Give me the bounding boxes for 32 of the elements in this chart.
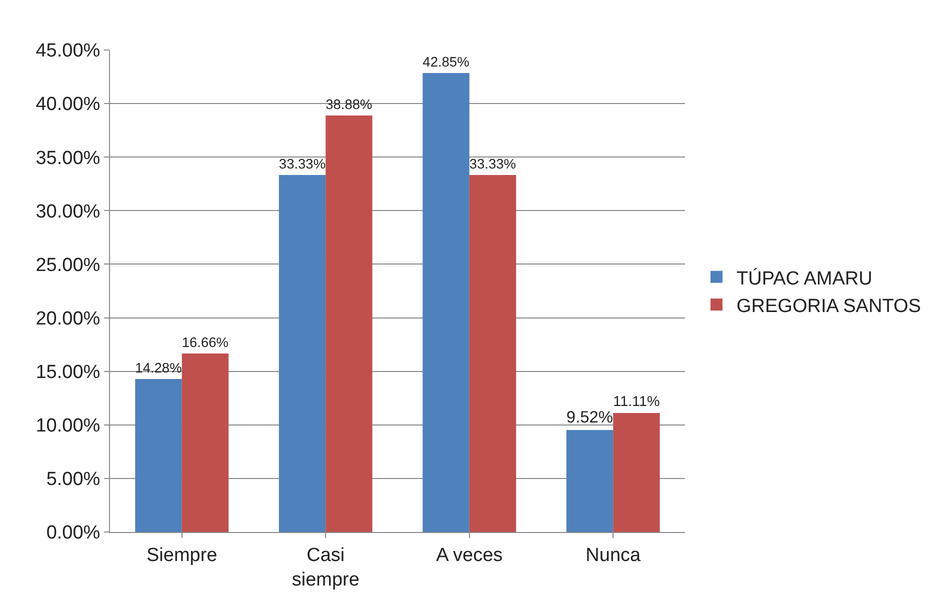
bar bbox=[422, 73, 470, 532]
data-label: 9.52% bbox=[566, 408, 614, 427]
bar bbox=[326, 116, 372, 532]
y-tick-label: 0.00% bbox=[46, 522, 100, 544]
y-tick-label: 25.00% bbox=[36, 254, 100, 276]
legend-label: GREGORIA SANTOS bbox=[736, 296, 921, 317]
y-tick-label: 10.00% bbox=[36, 416, 100, 437]
legend-label: TÚPAC AMARU bbox=[736, 267, 872, 290]
x-tick-label: Casi siempre bbox=[292, 544, 360, 590]
x-tick-label: Nunca bbox=[586, 544, 642, 566]
data-label: 33.33% bbox=[469, 156, 516, 172]
bar bbox=[566, 430, 614, 532]
x-tick-label: Siempre bbox=[146, 544, 218, 566]
data-label: 16.66% bbox=[182, 334, 228, 350]
x-tick-label: A veces bbox=[436, 544, 503, 566]
data-label: 11.11% bbox=[613, 394, 660, 410]
y-tick-label: 35.00% bbox=[36, 148, 100, 169]
y-tick-label: 5.00% bbox=[46, 469, 100, 490]
y-tick-label: 15.00% bbox=[36, 362, 100, 383]
y-tick-label: 30.00% bbox=[36, 201, 100, 222]
y-tick-label: 40.00% bbox=[36, 94, 100, 116]
bar bbox=[278, 175, 326, 532]
data-label: 42.85% bbox=[422, 54, 470, 70]
y-tick-label: 20.00% bbox=[36, 308, 100, 330]
data-label: 33.33% bbox=[278, 156, 326, 172]
bar bbox=[182, 354, 229, 532]
bar bbox=[469, 175, 516, 532]
y-tick-label: 45.00% bbox=[36, 40, 100, 62]
bar bbox=[135, 379, 182, 532]
bar bbox=[613, 413, 660, 532]
data-label: 14.28% bbox=[135, 360, 182, 376]
data-label: 38.88% bbox=[326, 96, 372, 112]
